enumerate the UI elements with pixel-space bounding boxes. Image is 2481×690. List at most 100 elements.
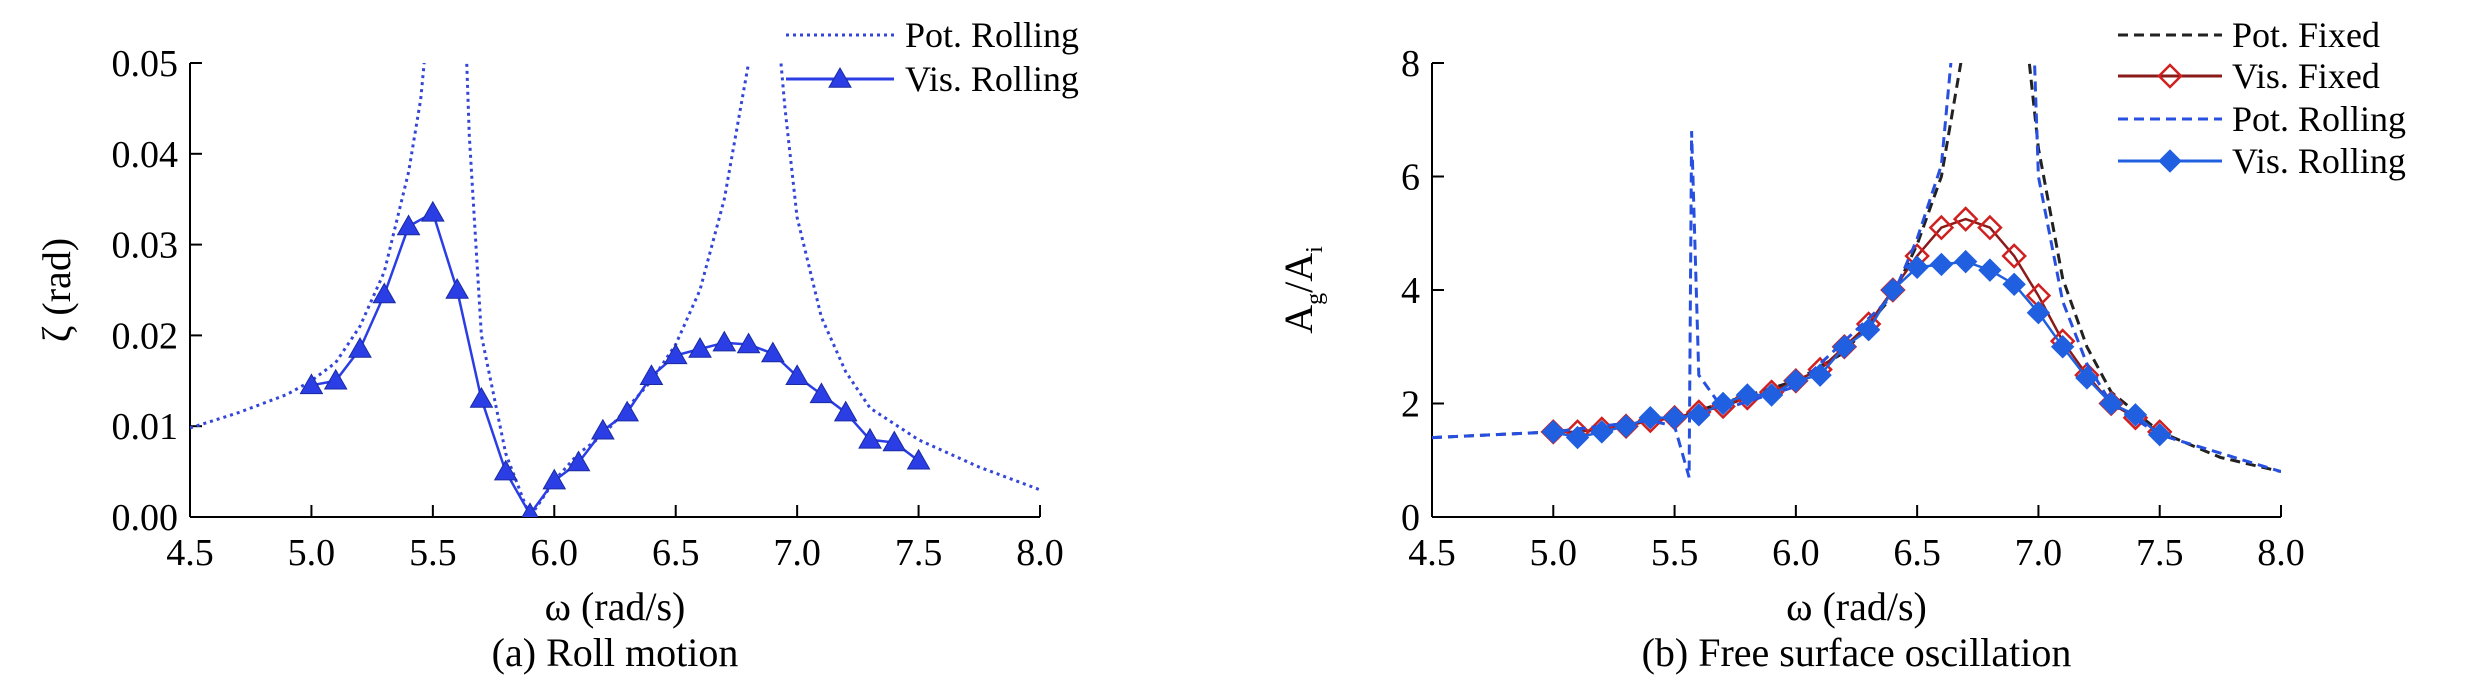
x-tick-label: 5.0 [1530, 532, 1578, 574]
y-tick-label: 0.04 [112, 134, 179, 176]
marker [299, 373, 324, 395]
x-tick-label: 8.0 [1016, 532, 1064, 574]
marker [828, 66, 852, 88]
y-axis-label-part: /A [1276, 253, 1321, 293]
x-tick-label: 7.5 [2136, 532, 2184, 574]
legend-label: Vis. Rolling [905, 59, 1079, 99]
x-tick-label: 8.0 [2257, 532, 2305, 574]
caption: (a) Roll motion [492, 630, 739, 675]
y-tick-label: 0.05 [112, 43, 179, 85]
marker [1978, 258, 2002, 282]
x-tick-label: 6.0 [1772, 532, 1820, 574]
legend-label: Vis. Rolling [2232, 141, 2406, 181]
marker [1881, 278, 1905, 302]
marker [1952, 206, 1979, 232]
marker [1784, 369, 1808, 393]
plot-area [1432, 63, 2281, 478]
marker [396, 214, 421, 236]
marker [323, 368, 348, 390]
y-axis-label-part: i [1302, 246, 1328, 253]
y-axis-label-part: g [1302, 293, 1328, 305]
y-tick-label: 0.03 [112, 225, 179, 267]
marker [760, 341, 785, 363]
marker [1541, 420, 1565, 444]
marker [1977, 214, 2003, 241]
marker [348, 337, 372, 358]
legend-label: Vis. Fixed [2232, 56, 2380, 96]
marker [2158, 149, 2182, 173]
marker [2050, 335, 2075, 359]
marker [1808, 363, 1832, 387]
x-tick-label: 7.0 [773, 532, 821, 574]
marker [1735, 383, 1760, 407]
x-tick-label: 5.0 [288, 532, 336, 574]
marker [1565, 425, 1590, 450]
marker [688, 337, 712, 358]
y-axis-label-part: A [1276, 305, 1321, 334]
marker [2123, 403, 2148, 427]
marker [882, 430, 907, 452]
marker [590, 418, 615, 440]
marker [2157, 63, 2183, 89]
marker [372, 282, 397, 304]
marker [469, 386, 494, 408]
x-axis-label: ω (rad/s) [545, 584, 686, 629]
marker [542, 468, 567, 490]
marker [2099, 391, 2123, 416]
y-axis-label-part: ζ (rad) [34, 238, 79, 342]
series-line [1432, 63, 2281, 478]
marker [615, 400, 640, 422]
marker [420, 200, 445, 222]
legend-label: Pot. Rolling [905, 15, 1079, 55]
y-tick-label: 0.00 [112, 497, 179, 539]
marker [566, 450, 591, 472]
y-tick-label: 2 [1401, 384, 1420, 426]
legend-label: Pot. Fixed [2232, 15, 2380, 55]
plot-area [190, 63, 1040, 517]
marker [1614, 414, 1638, 438]
x-tick-label: 6.0 [531, 532, 579, 574]
marker [712, 330, 737, 352]
marker [521, 502, 539, 517]
legend-label: Pot. Rolling [2232, 99, 2406, 139]
x-tick-label: 5.5 [409, 532, 457, 574]
marker [785, 364, 810, 386]
marker [1905, 255, 1929, 280]
marker [2002, 272, 2026, 297]
x-tick-label: 7.0 [2015, 532, 2063, 574]
marker [1662, 405, 1687, 430]
y-tick-label: 4 [1401, 270, 1420, 312]
x-tick-label: 5.5 [1651, 532, 1699, 574]
marker [663, 343, 688, 365]
y-tick-label: 0.01 [112, 406, 179, 448]
y-tick-label: 0 [1401, 497, 1420, 539]
marker [1687, 403, 1711, 427]
marker [833, 400, 858, 422]
x-tick-label: 6.5 [1893, 532, 1941, 574]
marker [639, 364, 664, 386]
marker [809, 382, 834, 404]
marker [1759, 383, 1784, 407]
y-tick-label: 0.02 [112, 315, 179, 357]
marker [1711, 391, 1735, 416]
y-tick-label: 6 [1401, 157, 1420, 199]
marker [2001, 243, 2027, 269]
marker [2075, 366, 2099, 390]
marker [1928, 214, 1955, 241]
marker [858, 427, 882, 449]
series-line [311, 210, 920, 517]
marker [2148, 423, 2172, 447]
y-tick-label: 8 [1401, 43, 1420, 85]
marker [1856, 318, 1881, 342]
x-axis-label: ω (rad/s) [1786, 584, 1927, 629]
marker [1590, 420, 1614, 444]
marker [2026, 300, 2051, 325]
x-tick-label: 7.5 [895, 532, 943, 574]
x-tick-label: 4.5 [1408, 532, 1456, 574]
y-axis-label: ζ (rad) [34, 238, 79, 342]
x-tick-label: 6.5 [652, 532, 700, 574]
marker [1638, 405, 1663, 430]
marker [493, 459, 518, 481]
marker [1953, 249, 1978, 274]
